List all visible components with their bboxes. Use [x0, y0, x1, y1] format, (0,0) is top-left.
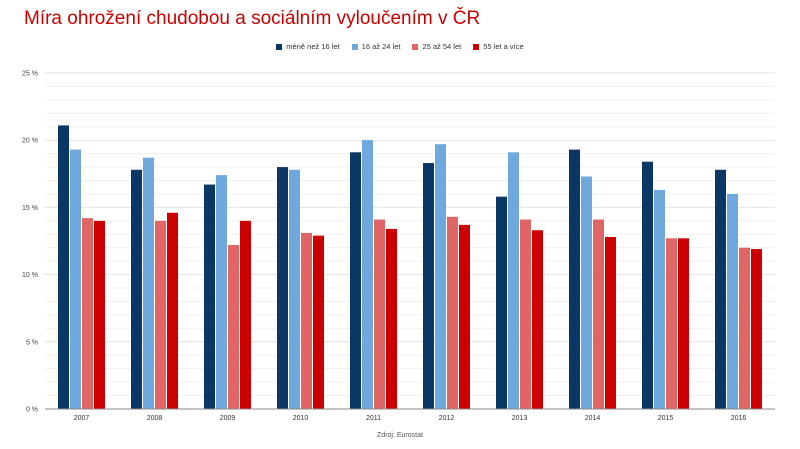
bar: [289, 169, 300, 409]
bar: [447, 216, 458, 409]
bar: [520, 219, 531, 409]
legend-label: 25 až 54 let: [422, 42, 462, 51]
bar: [569, 149, 580, 409]
bar: [496, 196, 507, 409]
x-tick-label: 2007: [74, 415, 90, 422]
bar: [532, 230, 543, 409]
bar: [508, 152, 519, 409]
legend-label: 55 let a více: [483, 42, 524, 51]
chart-title: Míra ohrožení chudobou a sociálním vylou…: [24, 8, 481, 29]
legend-label: méně než 16 let: [286, 42, 340, 51]
bar: [715, 169, 726, 409]
bar: [666, 238, 677, 409]
y-tick-label: 0 %: [26, 407, 38, 414]
x-tick-label: 2008: [147, 415, 163, 422]
legend-item[interactable]: méně než 16 let: [276, 42, 340, 51]
bar: [350, 152, 361, 409]
bar: [313, 235, 324, 409]
legend-label: 16 až 24 let: [361, 42, 401, 51]
legend-item[interactable]: 16 až 24 let: [351, 42, 401, 51]
x-tick-label: 2016: [731, 415, 747, 422]
bar: [131, 169, 142, 409]
bar: [240, 220, 251, 409]
bar: [374, 219, 385, 409]
x-tick-label: 2010: [293, 415, 309, 422]
bar: [94, 220, 105, 409]
bar: [82, 218, 93, 409]
bar: [228, 245, 239, 409]
legend-swatch: [276, 43, 283, 50]
bar: [605, 236, 616, 409]
legend-item[interactable]: 25 až 54 let: [412, 42, 461, 51]
y-tick-label: 20 %: [22, 138, 38, 145]
bar: [155, 220, 166, 409]
bar: [727, 193, 738, 409]
x-tick-label: 2012: [439, 415, 455, 422]
x-tick-label: 2009: [220, 415, 236, 422]
bar: [70, 149, 81, 409]
legend-swatch: [473, 43, 480, 50]
bar: [654, 189, 665, 409]
legend: méně než 16 let 16 až 24 let 25 až 54 let 5…: [0, 42, 800, 51]
bar: [277, 167, 288, 409]
source-note: Zdroj: Eurostat: [377, 432, 423, 439]
x-tick-label: 2011: [366, 415, 381, 422]
x-tick-label: 2014: [585, 415, 601, 422]
bar: [167, 212, 178, 409]
bar: [678, 238, 689, 409]
bar: [423, 163, 434, 409]
bar: [58, 125, 69, 409]
bar: [143, 157, 154, 409]
legend-item[interactable]: 55 let a více: [473, 42, 524, 51]
x-tick-label: 2015: [658, 415, 674, 422]
bar: [751, 249, 762, 409]
bar: [301, 232, 312, 409]
legend-swatch: [412, 43, 419, 50]
x-tick-label: 2013: [512, 415, 528, 422]
bar: [216, 175, 227, 409]
bar: [204, 184, 215, 409]
y-tick-label: 5 %: [26, 339, 38, 346]
bar: [362, 140, 373, 409]
y-tick-label: 15 %: [22, 205, 38, 212]
legend-swatch: [351, 43, 358, 50]
bar: [435, 144, 446, 409]
bar: [581, 176, 592, 409]
bar: [739, 247, 750, 409]
bar: [386, 228, 397, 409]
bar: [459, 224, 470, 409]
bar: [642, 161, 653, 409]
y-tick-label: 10 %: [22, 272, 38, 279]
bar: [593, 219, 604, 409]
y-tick-label: 25 %: [22, 71, 38, 78]
